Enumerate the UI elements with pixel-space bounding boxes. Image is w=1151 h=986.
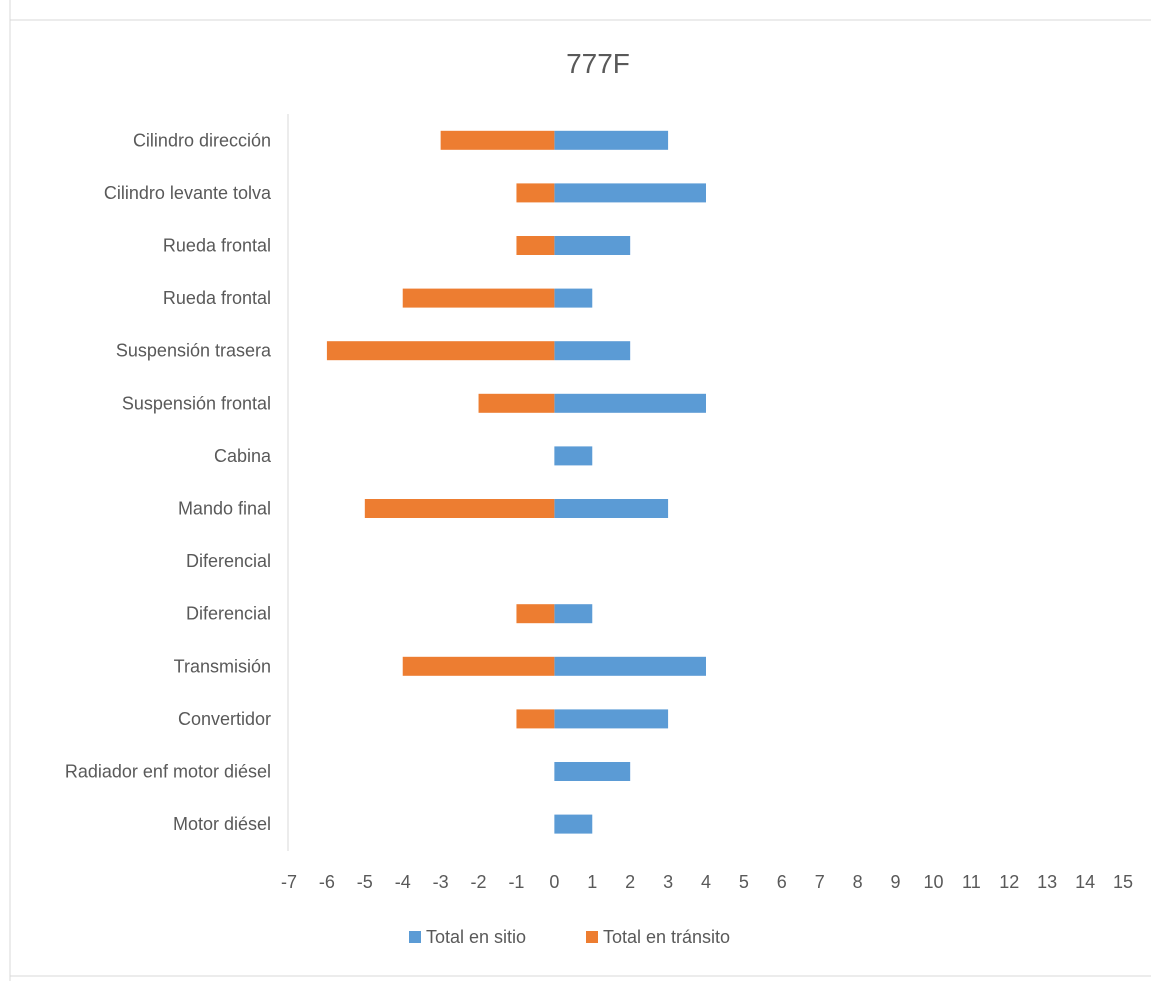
category-label: Convertidor xyxy=(178,709,271,729)
x-tick-label: 15 xyxy=(1113,872,1133,892)
x-tick-label: -5 xyxy=(357,872,373,892)
x-tick-label: 7 xyxy=(815,872,825,892)
bar-sitio xyxy=(554,130,669,150)
x-tick-label: 13 xyxy=(1037,872,1057,892)
bar-transito xyxy=(516,604,555,624)
x-tick-label: 6 xyxy=(777,872,787,892)
bar-transito xyxy=(516,709,555,729)
x-tick-label: 8 xyxy=(853,872,863,892)
category-label: Motor diésel xyxy=(173,814,271,834)
legend-label: Total en tránsito xyxy=(603,927,730,947)
x-tick-label: 3 xyxy=(663,872,673,892)
bar-transito xyxy=(402,288,555,308)
y-axis-category-labels: Cilindro dirección Cilindro levante tolva… xyxy=(65,130,272,834)
legend-swatch xyxy=(409,931,421,943)
bar-sitio xyxy=(554,288,593,308)
x-tick-label: 4 xyxy=(701,872,711,892)
bar-sitio xyxy=(554,499,669,518)
x-tick-label: 9 xyxy=(891,872,901,892)
category-label: Cabina xyxy=(214,446,272,466)
legend: Total en sitio Total en tránsito xyxy=(409,927,730,947)
x-tick-label: 0 xyxy=(549,872,559,892)
bar-sitio xyxy=(554,446,593,466)
bar-transito xyxy=(364,499,555,518)
legend-item: Total en tránsito xyxy=(586,927,730,947)
sheet-grid-lines xyxy=(9,0,1151,981)
bar-sitio xyxy=(554,341,631,361)
x-tick-label: -3 xyxy=(433,872,449,892)
bar-sitio xyxy=(554,814,593,834)
bar-sitio xyxy=(554,762,631,781)
category-label: Diferencial xyxy=(186,604,271,624)
bar-transito xyxy=(478,393,555,413)
legend-swatch xyxy=(586,931,598,943)
category-label: Rueda frontal xyxy=(163,236,271,256)
category-label: Cilindro levante tolva xyxy=(104,183,272,203)
x-tick-label: -4 xyxy=(395,872,411,892)
bar-transito xyxy=(516,236,555,255)
category-label: Suspensión frontal xyxy=(122,393,271,413)
category-label: Mando final xyxy=(178,499,271,519)
x-axis-tick-labels: -7 -6 -5 -4 -3 -2 -1 0 1 2 3 4 5 6 7 8 9 10 11 12 13 14 15 xyxy=(281,872,1133,892)
bar-transito xyxy=(516,183,555,203)
x-tick-label: 2 xyxy=(625,872,635,892)
x-tick-label: 14 xyxy=(1075,872,1095,892)
x-tick-label: -6 xyxy=(319,872,335,892)
x-tick-label: 5 xyxy=(739,872,749,892)
chart-title: 777F xyxy=(566,48,630,79)
x-tick-label: 1 xyxy=(587,872,597,892)
bar-transito xyxy=(326,341,555,361)
x-tick-label: 12 xyxy=(999,872,1019,892)
bar-sitio xyxy=(554,183,706,203)
bar-transito xyxy=(402,656,555,676)
legend-item: Total en sitio xyxy=(409,927,526,947)
x-tick-label: -2 xyxy=(471,872,487,892)
x-tick-label: 11 xyxy=(962,872,981,892)
x-tick-label: -7 xyxy=(281,872,297,892)
category-label: Suspensión trasera xyxy=(116,341,272,361)
category-label: Rueda frontal xyxy=(163,288,271,308)
category-label: Transmisión xyxy=(174,656,271,676)
category-label: Diferencial xyxy=(186,551,271,571)
bar-sitio xyxy=(554,656,706,676)
bar-sitio xyxy=(554,393,706,413)
bar-transito xyxy=(440,130,555,150)
bar-sitio xyxy=(554,709,669,729)
category-label: Radiador enf motor diésel xyxy=(65,762,271,782)
bar-sitio xyxy=(554,604,593,624)
bar-sitio xyxy=(554,236,631,255)
category-label: Cilindro dirección xyxy=(133,130,271,150)
legend-label: Total en sitio xyxy=(426,927,526,947)
x-tick-label: 10 xyxy=(923,872,943,892)
plot-area xyxy=(287,114,706,851)
x-tick-label: -1 xyxy=(508,872,524,892)
